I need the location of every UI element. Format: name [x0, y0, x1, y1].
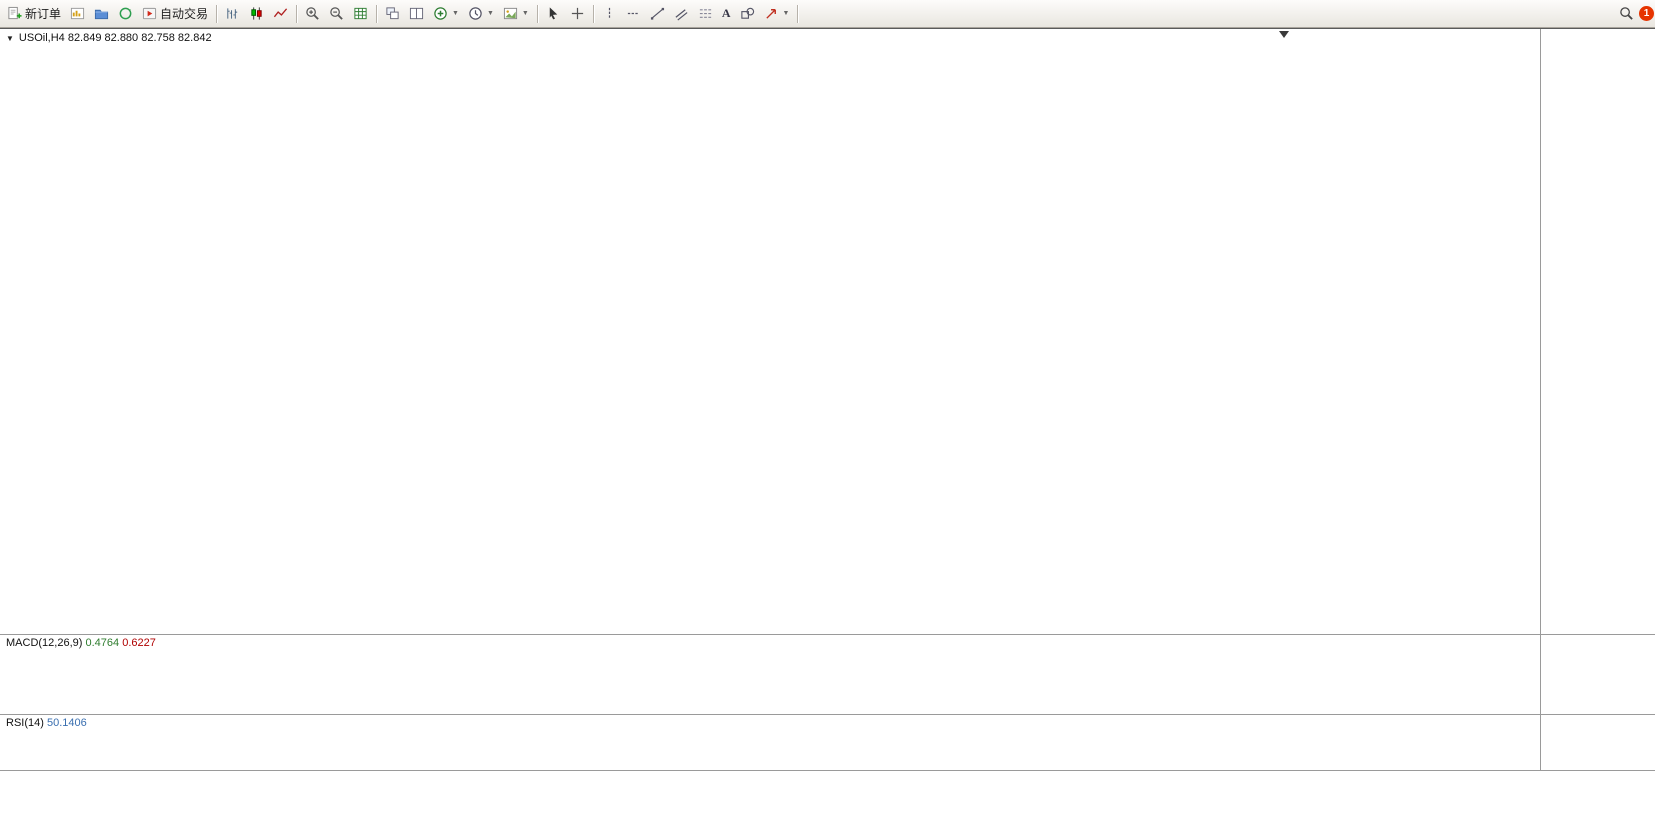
pane-separator[interactable]	[0, 770, 1655, 771]
new-order-icon	[8, 6, 22, 20]
indicators-icon	[434, 7, 447, 20]
shapes-icon	[740, 7, 754, 19]
notification-badge[interactable]: 1	[1639, 6, 1654, 21]
cursor-tool-button[interactable]	[542, 3, 565, 25]
symbol-header: ▼ USOil,H4 82.849 82.880 82.758 82.842	[6, 32, 212, 44]
collapse-triangle-icon[interactable]: ▼	[6, 33, 14, 43]
chevron-down-icon: ▼	[486, 10, 494, 17]
toolbar-separator	[797, 4, 799, 23]
refresh-button[interactable]	[114, 3, 137, 25]
bar-chart-button[interactable]	[221, 3, 244, 25]
profiles-button[interactable]	[90, 3, 113, 25]
chart-shift-marker-icon[interactable]	[1279, 31, 1289, 38]
rsi-value: 50.1406	[46, 717, 87, 729]
indicators-button[interactable]: ▼	[429, 3, 463, 25]
search-icon	[1620, 7, 1633, 20]
new-order-label: 新订单	[25, 7, 62, 21]
templates-button[interactable]: ▼	[499, 3, 533, 25]
chart-area[interactable]: ▼ USOil,H4 82.849 82.880 82.758 82.842 M…	[0, 28, 1655, 836]
zoom-out-icon	[330, 7, 343, 20]
cursor-icon	[549, 7, 558, 20]
crosshair-icon	[571, 7, 583, 20]
line-chart-icon	[273, 8, 288, 18]
clock-icon	[469, 7, 482, 20]
tile-windows-button[interactable]	[349, 3, 372, 25]
macd-signal-value: 0.6227	[122, 637, 156, 649]
fibonacci-tool-button[interactable]	[694, 3, 717, 25]
play-icon	[142, 7, 157, 20]
rsi-name: RSI(14)	[6, 717, 44, 729]
fibonacci-icon	[699, 9, 711, 18]
price-axis-separator	[1540, 29, 1541, 770]
text-tool-button[interactable]: A	[718, 3, 735, 25]
price-scale[interactable]	[1540, 29, 1655, 770]
search-button[interactable]	[1615, 3, 1638, 25]
toolbar-separator	[376, 4, 378, 23]
channel-icon	[675, 9, 688, 21]
trendline-tool-button[interactable]	[646, 3, 669, 25]
toolbar-separator	[536, 4, 538, 23]
time-scale[interactable]	[0, 771, 1655, 793]
cascade-windows-button[interactable]	[381, 3, 404, 25]
toolbar-separator	[296, 4, 298, 23]
candlestick-chart-icon	[251, 7, 262, 20]
split-windows-icon	[409, 7, 424, 20]
zoom-in-icon	[306, 7, 319, 20]
toolbar-separator	[216, 4, 218, 23]
windows-icon	[386, 7, 399, 20]
main-toolbar: 新订单 自动交易	[0, 0, 1655, 28]
new-chart-icon	[70, 7, 85, 20]
channel-tool-button[interactable]	[670, 3, 693, 25]
rsi-indicator-label: RSI(14) 50.1406	[6, 717, 87, 729]
horizontal-line-icon	[627, 12, 639, 15]
zoom-out-button[interactable]	[325, 3, 348, 25]
macd-name: MACD(12,26,9)	[6, 637, 83, 649]
auto-trading-button[interactable]: 自动交易	[138, 3, 212, 25]
periods-button[interactable]: ▼	[464, 3, 498, 25]
chevron-down-icon: ▼	[782, 10, 790, 17]
macd-indicator-label: MACD(12,26,9) 0.4764 0.6227	[6, 637, 156, 649]
chevron-down-icon: ▼	[521, 10, 529, 17]
vertical-line-tool-button[interactable]	[598, 3, 621, 25]
zoom-in-button[interactable]	[301, 3, 324, 25]
chevron-down-icon: ▼	[452, 10, 459, 17]
vertical-line-icon	[608, 7, 610, 20]
pane-separator[interactable]	[0, 634, 1655, 635]
candlestick-chart-button[interactable]	[245, 3, 268, 25]
refresh-icon	[119, 7, 132, 20]
shapes-tool-button[interactable]	[736, 3, 759, 25]
arrange-windows-button[interactable]	[405, 3, 428, 25]
arrows-tool-button[interactable]: ▼	[760, 3, 794, 25]
arrow-symbol-icon	[765, 9, 776, 19]
toolbar-separator	[592, 4, 594, 23]
horizontal-line-tool-button[interactable]	[622, 3, 645, 25]
bar-chart-icon	[227, 8, 238, 19]
new-chart-button[interactable]	[66, 3, 89, 25]
crosshair-tool-button[interactable]	[566, 3, 589, 25]
pane-separator[interactable]	[0, 714, 1655, 715]
new-order-button[interactable]: 新订单	[3, 3, 65, 25]
trendline-icon	[650, 7, 664, 20]
macd-value: 0.4764	[85, 637, 120, 649]
profiles-icon	[94, 9, 109, 20]
symbol-ohlc-text: USOil,H4 82.849 82.880 82.758 82.842	[18, 32, 212, 44]
template-icon	[503, 7, 517, 20]
auto-trading-label: 自动交易	[160, 7, 209, 21]
grid-icon	[354, 7, 367, 20]
line-chart-button[interactable]	[269, 3, 292, 25]
